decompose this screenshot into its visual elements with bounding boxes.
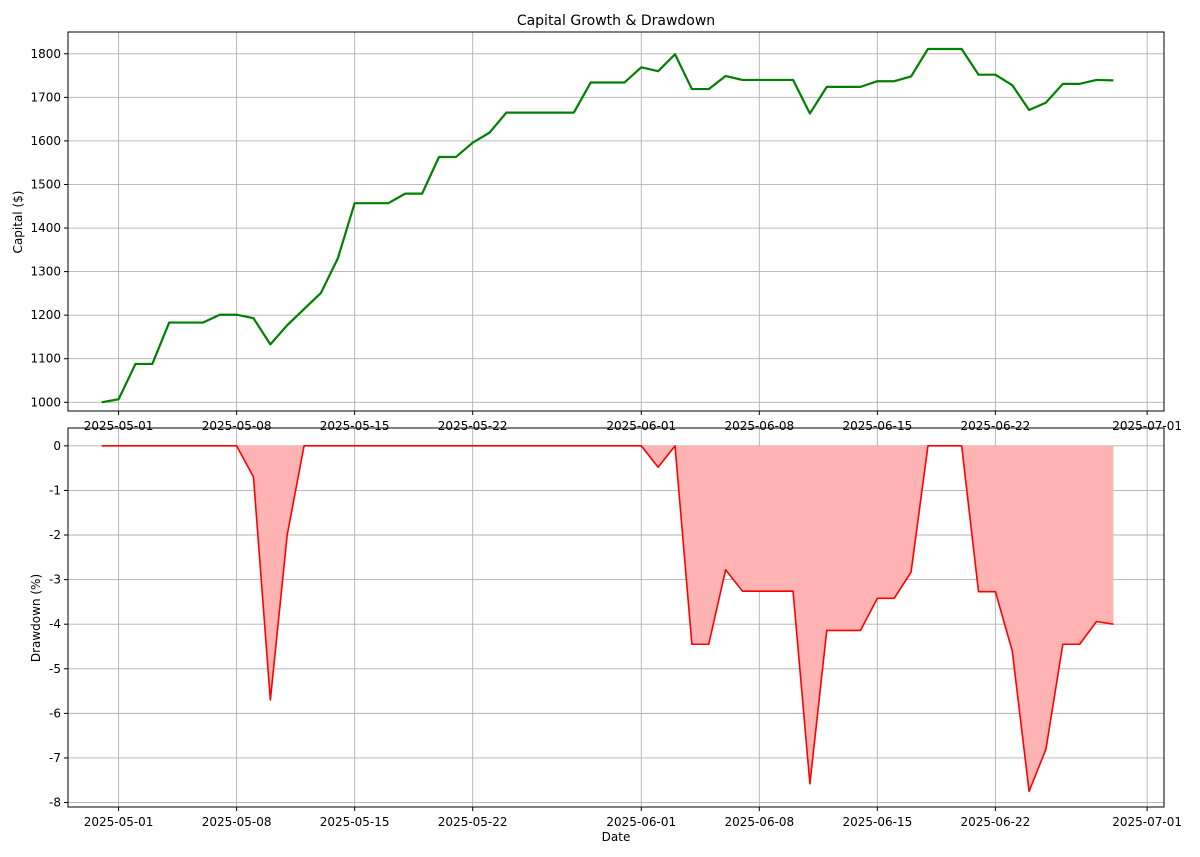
- drawdown-y-tick-label: -4: [49, 617, 61, 631]
- drawdown-y-tick-label: -5: [49, 662, 61, 676]
- drawdown-x-tick-label: 2025-05-15: [320, 815, 390, 829]
- drawdown-y-tick-label: -3: [49, 573, 61, 587]
- capital-y-tick-label: 1100: [30, 352, 61, 366]
- drawdown-x-tick-label: 2025-06-22: [961, 815, 1031, 829]
- capital-y-tick-label: 1600: [30, 134, 61, 148]
- drawdown-y-tick-label: -8: [49, 796, 61, 810]
- capital-x-tick-label: 2025-06-22: [961, 419, 1031, 433]
- capital-series-line: [101, 47, 1114, 404]
- capital-y-axis-label: Capital ($): [11, 191, 25, 254]
- capital-y-tick-label: 1400: [30, 221, 61, 235]
- capital-y-tick-label: 1700: [30, 90, 61, 104]
- x-axis-label: Date: [602, 830, 631, 844]
- capital-x-tick-label: 2025-05-22: [438, 419, 508, 433]
- drawdown-x-tick-label: 2025-05-22: [438, 815, 508, 829]
- drawdown-y-tick-label: -6: [49, 706, 61, 720]
- capital-x-tick-label: 2025-06-01: [606, 419, 676, 433]
- drawdown-area-fill: [101, 445, 1114, 792]
- drawdown-x-tick-label: 2025-07-01: [1112, 815, 1182, 829]
- drawdown-series-line: [101, 445, 1114, 793]
- drawdown-plot-frame: [67, 427, 1165, 808]
- capital-x-tick-label: 2025-05-01: [84, 419, 154, 433]
- drawdown-panel: 0 -1 -2 -3 -4 -5 -6 -7 -8 2025-05-01 2025-05-08 20…: [29, 427, 1182, 844]
- capital-y-tick-label: 1000: [30, 395, 61, 409]
- capital-plot-frame: [67, 31, 1165, 412]
- capital-panel: 1000 1100 1200 1300 1400 1500 1600 1700 1800 202…: [11, 31, 1182, 433]
- drawdown-y-tick-label: -7: [49, 751, 61, 765]
- capital-x-tick-label: 2025-07-01: [1112, 419, 1182, 433]
- capital-y-tick-label: 1800: [30, 47, 61, 61]
- chart-title: Capital Growth & Drawdown: [517, 13, 715, 29]
- capital-x-tick-label: 2025-05-08: [202, 419, 272, 433]
- drawdown-y-axis-label: Drawdown (%): [29, 574, 43, 662]
- drawdown-x-tick-label: 2025-05-08: [202, 815, 272, 829]
- drawdown-x-tick-label: 2025-06-01: [606, 815, 676, 829]
- drawdown-x-tick-label: 2025-06-15: [842, 815, 912, 829]
- capital-x-tick-label: 2025-06-15: [842, 419, 912, 433]
- capital-x-tick-label: 2025-06-08: [724, 419, 794, 433]
- capital-y-tick-label: 1500: [30, 177, 61, 191]
- capital-y-tick-label: 1200: [30, 308, 61, 322]
- capital-x-tick-label: 2025-05-15: [320, 419, 390, 433]
- drawdown-y-tick-label: -2: [49, 528, 61, 542]
- drawdown-x-tick-label: 2025-06-08: [724, 815, 794, 829]
- drawdown-y-tick-label: 0: [53, 439, 61, 453]
- capital-y-tick-label: 1300: [30, 265, 61, 279]
- drawdown-y-tick-label: -1: [49, 483, 61, 497]
- drawdown-x-tick-label: 2025-05-01: [84, 815, 154, 829]
